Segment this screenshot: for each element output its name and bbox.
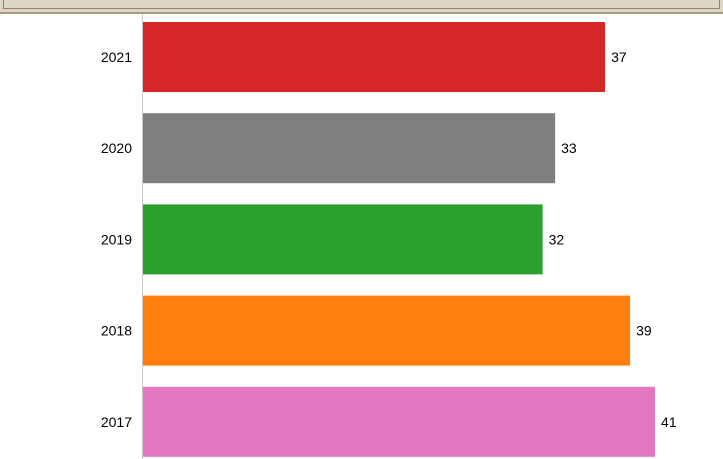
bars-group: 2021 37 2020 33 2019 32 2018 39 2017 41	[101, 22, 677, 457]
value-label-2018: 39	[636, 323, 652, 339]
category-label-2018: 2018	[101, 323, 132, 339]
bar-2017	[143, 386, 656, 457]
window-frame-edge	[0, 0, 723, 14]
category-label-2019: 2019	[101, 231, 132, 247]
window-frame-inner-edge	[3, 0, 720, 9]
bar-2018	[143, 295, 631, 366]
category-label-2020: 2020	[101, 140, 132, 156]
bar-2019	[143, 204, 543, 275]
value-label-2019: 32	[549, 231, 565, 247]
value-label-2021: 37	[611, 49, 627, 65]
bar-2020	[143, 113, 556, 184]
category-label-2017: 2017	[101, 414, 132, 430]
value-label-2020: 33	[561, 140, 577, 156]
value-label-2017: 41	[661, 414, 677, 430]
category-label-2021: 2021	[101, 49, 132, 65]
bar-2021	[143, 22, 606, 92]
